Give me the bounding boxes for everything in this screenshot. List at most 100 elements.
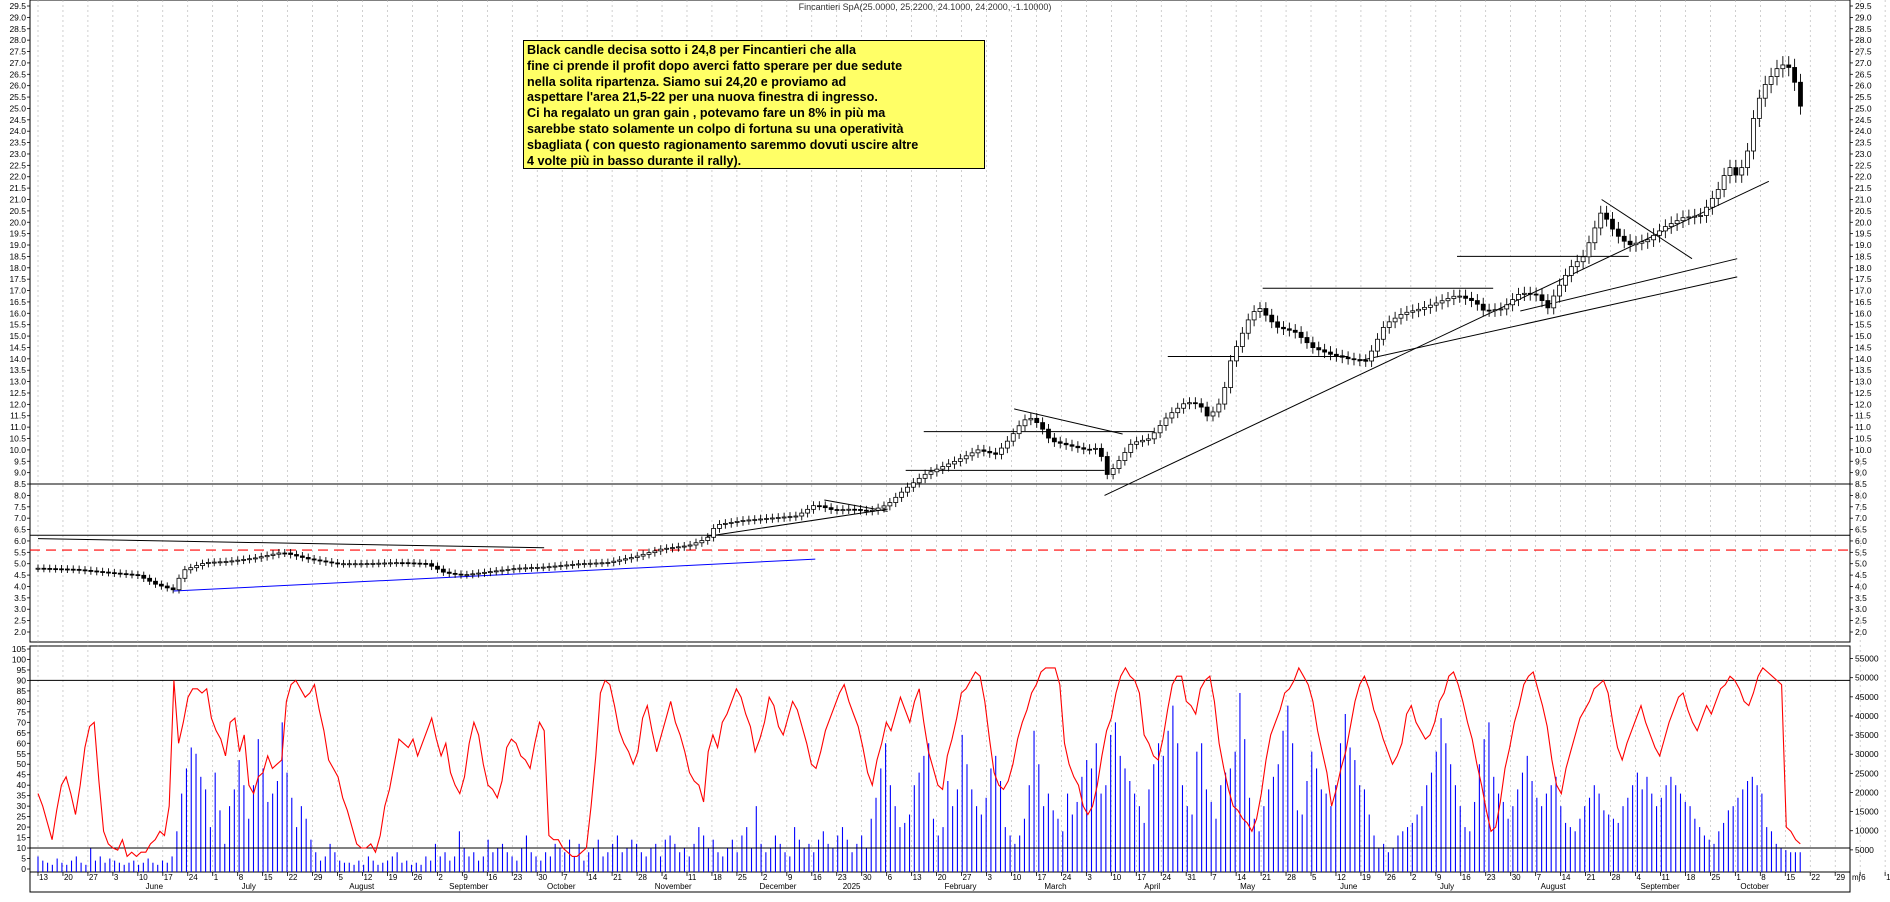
- candle-body: [1046, 428, 1051, 439]
- time-tick-day-label: 2: [1412, 873, 1417, 882]
- candle-body: [1134, 441, 1140, 445]
- price-tick-label-right: 10.5: [1855, 434, 1872, 444]
- candle-body: [828, 507, 834, 510]
- price-tick-label-left: 13.0: [9, 377, 26, 387]
- candle-body: [1098, 447, 1104, 457]
- candle-body: [194, 565, 200, 569]
- price-tick-label-left: 14.0: [9, 354, 26, 364]
- trend-line: [37, 538, 545, 549]
- price-tick-label-left: 23.0: [9, 149, 26, 159]
- price-tick-label-right: 12.5: [1855, 388, 1872, 398]
- price-tick-label-left: 27.0: [9, 58, 26, 68]
- candle-body: [1187, 402, 1192, 405]
- oscillator-tick-label: 25: [17, 812, 27, 822]
- candle-body: [1380, 327, 1386, 340]
- candle-body: [617, 559, 623, 562]
- candle-body: [405, 562, 411, 565]
- time-tick-day-label: 3: [988, 873, 993, 882]
- time-month-label: April: [1144, 882, 1160, 891]
- price-tick-label-right: 29.0: [1855, 12, 1872, 22]
- time-tick-day-label: 13: [1886, 873, 1890, 882]
- candle-body: [1668, 223, 1674, 227]
- candle-body: [1286, 328, 1292, 331]
- candle-body: [1533, 293, 1539, 296]
- time-tick-day-label: 10: [1012, 873, 1021, 882]
- time-month-label: November: [655, 882, 692, 891]
- time-tick-day-label: 23: [513, 873, 522, 882]
- candle-body: [558, 565, 564, 567]
- price-tick-label-left: 21.0: [9, 194, 26, 204]
- candle-body: [1234, 346, 1239, 362]
- candle-body: [1087, 448, 1093, 451]
- candle-body: [834, 509, 840, 511]
- time-tick-day-label: 22: [289, 873, 298, 882]
- candle-body: [1145, 438, 1151, 441]
- candle-body: [934, 468, 940, 473]
- candle-body: [1269, 314, 1275, 323]
- candle-body: [1674, 220, 1680, 225]
- candle-body: [946, 463, 952, 467]
- time-month-label: May: [1240, 882, 1255, 891]
- time-tick-day-label: 24: [189, 873, 198, 882]
- candle-body: [1574, 261, 1580, 268]
- price-tick-label-left: 7.0: [14, 513, 26, 523]
- price-tick-label-left: 4.5: [14, 570, 26, 580]
- candle-body: [1580, 256, 1586, 263]
- candle-body: [1245, 319, 1251, 334]
- candle-body: [1780, 64, 1786, 70]
- price-tick-label-right: 22.5: [1855, 160, 1872, 170]
- time-tick-day-label: 1: [1736, 873, 1741, 882]
- candle-body: [229, 560, 235, 563]
- volume-tick-label: 45000: [1855, 692, 1879, 702]
- candle-body: [370, 563, 376, 565]
- price-tick-label-right: 7.5: [1855, 502, 1867, 512]
- candle-body: [728, 522, 734, 524]
- time-tick-day-label: 17: [164, 873, 173, 882]
- time-month-label: September: [1641, 882, 1680, 891]
- price-tick-label-right: 12.0: [1855, 399, 1872, 409]
- price-tick-label-left: 17.0: [9, 286, 26, 296]
- price-tick-label-left: 5.5: [14, 547, 26, 557]
- candle-body: [822, 505, 828, 509]
- candle-body: [593, 562, 599, 565]
- candle-body: [1110, 468, 1116, 475]
- candle-body: [969, 452, 975, 457]
- time-tick-day-label: 14: [1562, 873, 1571, 882]
- price-tick-label-left: 18.0: [9, 263, 26, 273]
- candle-body: [1392, 317, 1398, 323]
- candle-body: [252, 557, 258, 560]
- candle-body: [317, 559, 323, 562]
- price-tick-label-left: 28.0: [9, 35, 26, 45]
- candle-body: [1527, 292, 1533, 295]
- trend-line: [1014, 408, 1123, 435]
- price-tick-label-left: 9.0: [14, 468, 26, 478]
- price-tick-label-right: 27.0: [1855, 58, 1872, 68]
- time-tick-day-label: 11: [688, 873, 697, 882]
- candle-body: [1175, 407, 1181, 414]
- time-tick-day-label: 12: [363, 873, 372, 882]
- oscillator-tick-label: 20: [17, 822, 27, 832]
- price-tick-label-left: 19.0: [9, 240, 26, 250]
- price-tick-label-right: 13.0: [1855, 377, 1872, 387]
- candle-body: [64, 568, 70, 571]
- price-tick-label-left: 7.5: [14, 502, 26, 512]
- price-tick-label-right: 19.5: [1855, 229, 1872, 239]
- candle-body: [487, 571, 493, 574]
- candle-body: [247, 558, 252, 561]
- candle-body: [1451, 295, 1457, 299]
- candle-body: [1727, 167, 1733, 176]
- candle-body: [717, 524, 722, 529]
- candle-body: [1239, 332, 1245, 347]
- time-tick-day-label: 27: [89, 873, 98, 882]
- time-tick-day-label: 25: [1711, 873, 1720, 882]
- price-tick-label-right: 6.5: [1855, 525, 1867, 535]
- price-tick-label-left: 29.5: [9, 1, 26, 11]
- time-tick-day-label: 24: [1162, 873, 1171, 882]
- candle-body: [1698, 215, 1704, 217]
- candle-body: [429, 563, 435, 567]
- time-tick-day-label: 8: [1761, 873, 1766, 882]
- candle-body: [1386, 321, 1392, 328]
- time-tick-day-label: 28: [638, 873, 647, 882]
- price-tick-label-right: 8.5: [1855, 479, 1867, 489]
- time-month-label: July: [1440, 882, 1454, 891]
